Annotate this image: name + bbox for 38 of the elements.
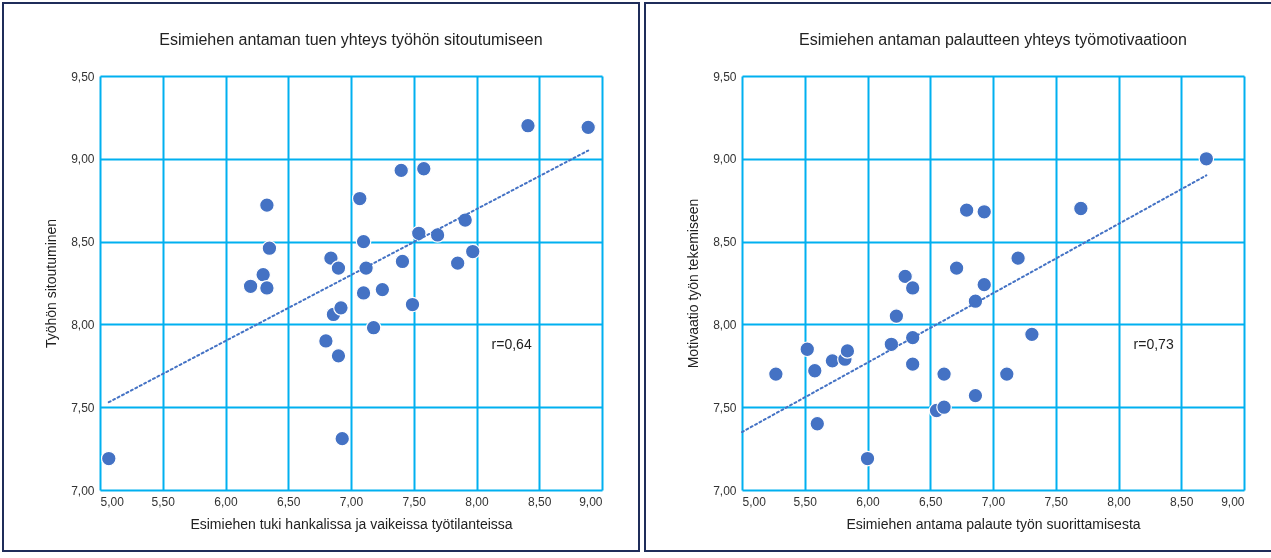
x-axis-title: Esimiehen tuki hankalissa ja vaikeissa työtilanteissa [190,515,513,532]
y-tick-label: 8,00 [713,317,737,332]
y-tick-label: 7,50 [71,400,95,415]
y-tick-label: 8,00 [71,317,95,332]
y-axis-title: Työhön sitoutuminen [43,218,60,349]
x-tick-label: 7,50 [1044,494,1069,509]
annotation: r=0,73 [1133,336,1174,353]
y-tick-label: 7,50 [713,400,737,415]
y-tick-label: 9,50 [713,69,737,84]
x-tick-label: 5,00 [100,494,125,509]
y-tick-label: 9,00 [71,152,95,167]
x-tick-label: 9,00 [1221,494,1245,509]
x-tick-label: 7,00 [981,494,1006,509]
x-axis-title: Esimiehen antama palaute työn suorittamisesta [846,515,1141,532]
chart-title: Esimiehen antaman tuen yhteys työhön sitoutumiseen [159,31,543,48]
x-tick-label: 9,00 [579,494,603,509]
x-tick-label: 8,50 [528,494,552,509]
x-tick-label: 6,00 [856,494,880,509]
x-tick-label: 8,00 [1107,494,1131,509]
x-tick-label: 6,50 [277,494,301,509]
x-tick-label: 7,50 [402,494,427,509]
x-tick-label: 5,50 [151,494,176,509]
x-tick-label: 8,00 [465,494,489,509]
y-tick-label: 9,50 [71,69,95,84]
x-tick-label: 7,00 [339,494,364,509]
x-tick-label: 5,00 [742,494,767,509]
y-axis-title: Motivaatio työn tekemiseen [685,198,702,369]
x-tick-label: 5,50 [793,494,818,509]
y-tick-label: 8,50 [713,235,737,250]
chart-title: Esimiehen antaman palautteen yhteys työmotivaatioon [799,31,1187,48]
y-tick-label: 9,00 [713,152,737,167]
x-tick-label: 6,00 [214,494,238,509]
annotation: r=0,64 [491,336,532,353]
x-tick-label: 8,50 [1170,494,1194,509]
y-tick-label: 7,00 [713,483,737,498]
x-tick-label: 6,50 [919,494,943,509]
y-tick-label: 8,50 [71,235,95,250]
y-tick-label: 7,00 [71,483,95,498]
